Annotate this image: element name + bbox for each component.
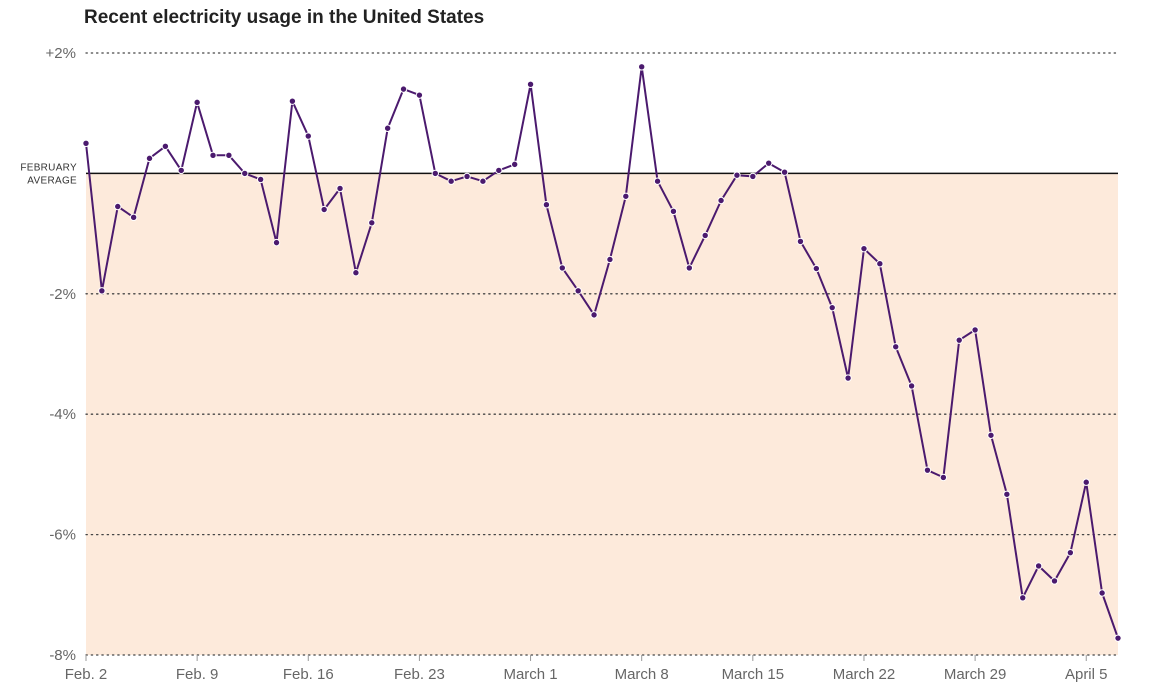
- data-point: [431, 169, 439, 178]
- data-point: [495, 166, 503, 175]
- x-tick-label: March 22: [833, 666, 896, 683]
- data-point: [510, 160, 519, 169]
- x-tick-label: Feb. 23: [394, 666, 445, 683]
- data-point: [653, 177, 662, 185]
- data-point: [463, 172, 471, 181]
- data-point: [193, 98, 201, 107]
- data-point: [1019, 594, 1027, 602]
- data-point: [1098, 589, 1106, 597]
- data-point: [1082, 478, 1090, 486]
- data-point: [399, 85, 408, 93]
- data-point: [939, 473, 948, 482]
- x-tick-label: Feb. 2: [65, 666, 108, 683]
- data-point: [304, 132, 312, 140]
- data-point: [574, 287, 582, 295]
- february-average-label-line-1: FEBRUARY: [20, 162, 77, 173]
- y-tick-label: -2%: [49, 286, 76, 303]
- data-point: [590, 311, 598, 319]
- data-point: [860, 244, 868, 253]
- data-point: [288, 97, 297, 105]
- x-tick-label: Feb. 9: [176, 666, 219, 683]
- data-point: [844, 374, 852, 382]
- data-point: [241, 169, 249, 178]
- data-point: [987, 431, 995, 439]
- february-average-label-line-2: AVERAGE: [27, 175, 77, 186]
- data-point: [320, 205, 328, 214]
- data-point: [622, 192, 630, 200]
- data-point: [685, 264, 694, 272]
- data-point: [114, 202, 122, 211]
- usage-data-points: [82, 63, 1122, 642]
- data-point: [765, 159, 773, 167]
- data-point: [272, 238, 281, 247]
- data-point: [415, 91, 424, 99]
- data-point: [98, 287, 106, 295]
- data-point: [701, 231, 709, 240]
- data-point: [1066, 548, 1075, 557]
- x-tick-label: March 8: [615, 666, 669, 683]
- data-point: [1034, 562, 1043, 570]
- y-tick-label: -6%: [49, 527, 76, 544]
- data-point: [479, 177, 487, 185]
- y-tick-label: -8%: [49, 647, 76, 664]
- data-point: [812, 264, 821, 273]
- data-point: [82, 139, 90, 148]
- data-point: [336, 184, 344, 193]
- y-tick-label: -4%: [49, 406, 76, 423]
- data-point: [1050, 577, 1059, 585]
- data-point: [733, 171, 741, 179]
- data-point: [177, 166, 185, 175]
- x-tick-label: March 1: [503, 666, 557, 683]
- data-point: [971, 326, 979, 334]
- data-point: [876, 260, 884, 268]
- data-point: [225, 151, 233, 160]
- data-point: [447, 177, 455, 185]
- data-point: [368, 219, 376, 227]
- data-point: [637, 63, 646, 71]
- data-point: [717, 196, 725, 205]
- y-tick-label: +2%: [46, 45, 76, 62]
- data-point: [1003, 490, 1011, 498]
- data-point: [526, 80, 535, 89]
- data-point: [129, 213, 138, 222]
- data-point: [209, 151, 217, 160]
- data-point: [352, 269, 360, 277]
- x-tick-label: March 15: [722, 666, 785, 683]
- gridlines: [85, 52, 1119, 656]
- chart-title: Recent electricity usage in the United S…: [84, 7, 485, 28]
- data-point: [558, 264, 567, 272]
- data-point: [256, 175, 265, 184]
- data-point: [145, 154, 154, 163]
- x-axis-ticks: Feb. 2 Feb. 9 Feb. 16 Feb. 23 March 1 March 8…: [65, 655, 1108, 683]
- data-point: [606, 255, 614, 264]
- data-point: [892, 343, 900, 351]
- x-tick-label: Feb. 16: [283, 666, 334, 683]
- data-point: [383, 124, 392, 132]
- data-point: [923, 466, 932, 474]
- y-axis-ticks: +2% -2% -4% -6% -8%: [46, 45, 76, 664]
- data-point: [749, 172, 757, 181]
- data-point: [828, 303, 836, 312]
- data-point: [780, 168, 789, 176]
- data-point: [955, 336, 963, 344]
- data-point: [161, 142, 170, 151]
- data-point: [1114, 634, 1122, 642]
- x-tick-label: April 5: [1065, 666, 1108, 683]
- data-point: [907, 382, 916, 390]
- x-tick-label: March 29: [944, 666, 1007, 683]
- data-point: [796, 237, 805, 246]
- data-point: [669, 207, 678, 216]
- data-point: [542, 201, 551, 209]
